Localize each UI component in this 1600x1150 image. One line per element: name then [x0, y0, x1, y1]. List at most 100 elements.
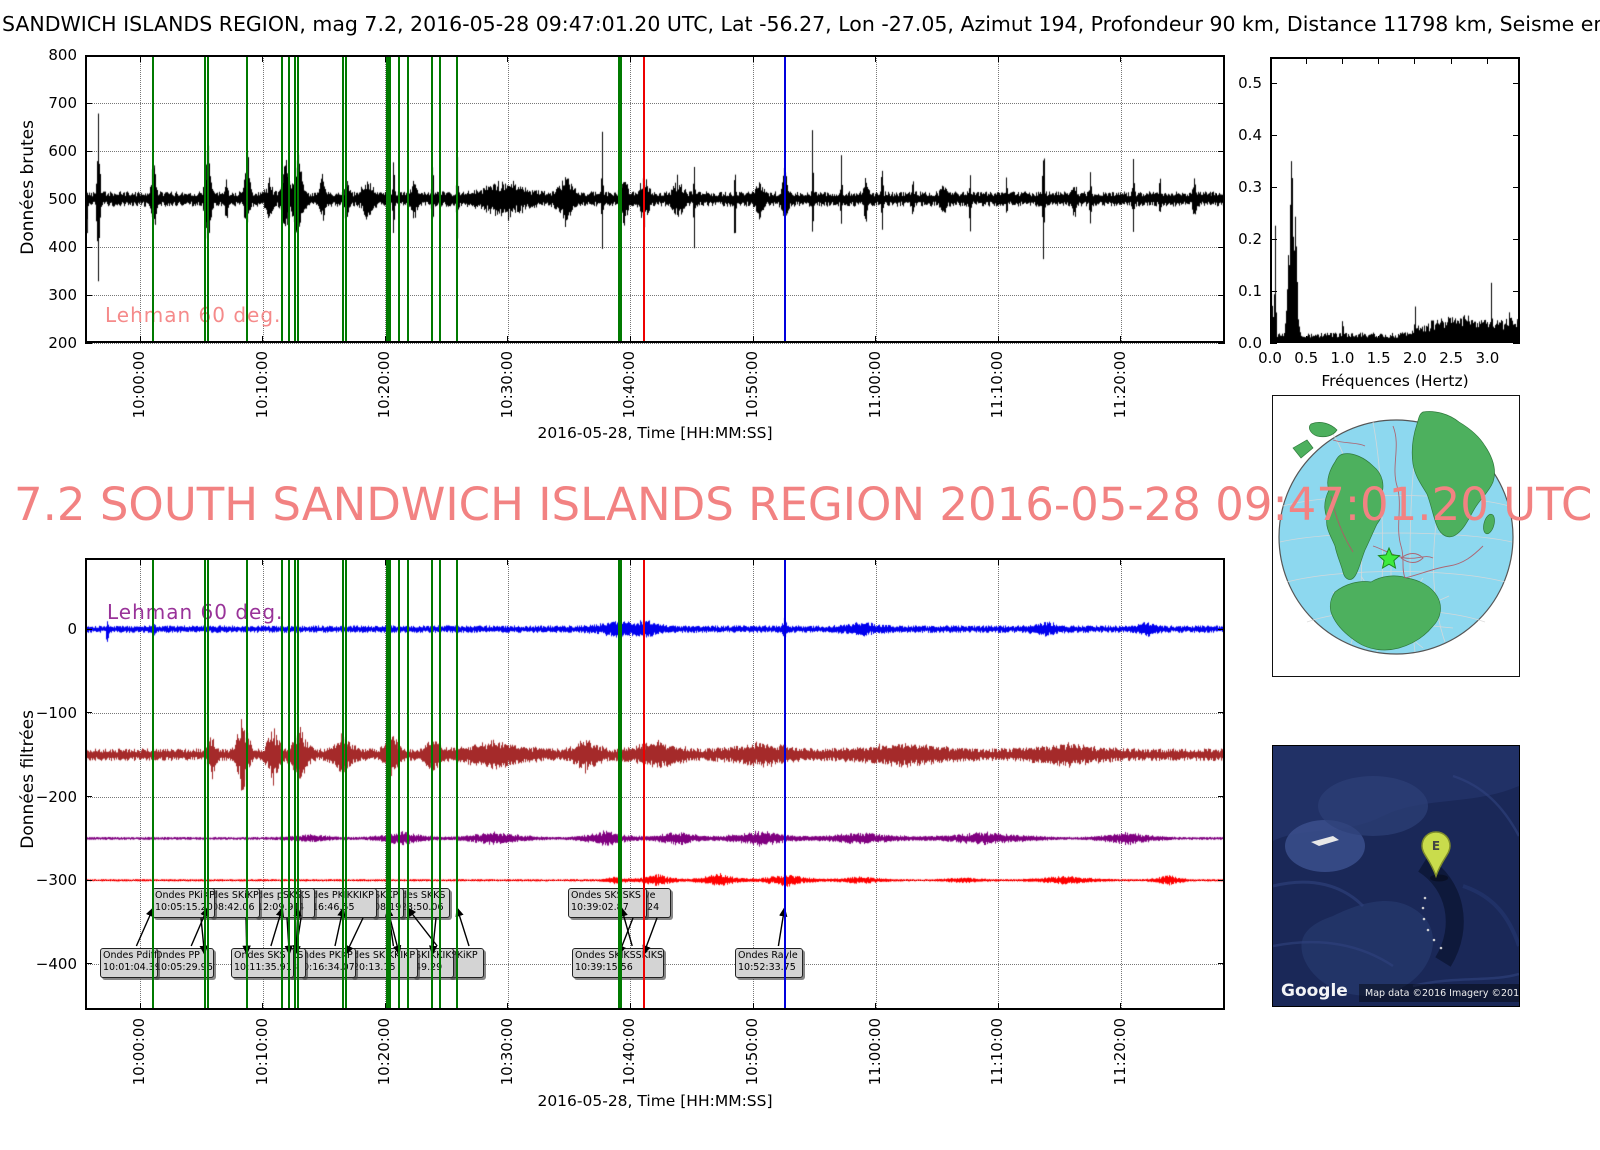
freq-x-tick-label: 2.0: [1402, 349, 1427, 367]
freq-y-tick-label: 0.5: [1238, 74, 1262, 92]
phase-arrow: [619, 906, 633, 947]
freq-x-tick-mark: [1486, 57, 1488, 64]
phase-marker-green: [294, 558, 297, 1010]
phase-marker-love-red: [642, 55, 645, 343]
freq-y-tick-label: 0.2: [1238, 230, 1262, 248]
y-tick-label: 500: [48, 190, 77, 208]
x-tick-mark: [507, 55, 509, 62]
x-tick-mark: [139, 1003, 141, 1010]
x-tick-mark: [262, 558, 264, 565]
phase-label-text: des pSKS: [257, 890, 301, 901]
x-tick-mark: [752, 336, 754, 343]
phase-marker-rayleigh-blue: [783, 558, 786, 1010]
x-tick-mark: [384, 336, 386, 343]
phase-marker-green: [387, 558, 391, 1010]
freq-x-tick-label: 3.0: [1475, 349, 1500, 367]
x-tick-label: 10:10:00: [252, 1018, 271, 1086]
pin-shadow: [1430, 874, 1448, 882]
station-label-raw: Lehman 60 deg.: [105, 303, 282, 327]
y-tick-label: 300: [48, 286, 77, 304]
phase-marker-green: [294, 55, 297, 343]
phase-arrow: [345, 917, 364, 956]
x-tick-mark: [1120, 336, 1122, 343]
x-tick-mark: [262, 336, 264, 343]
pin-label: E: [1432, 839, 1440, 853]
phase-label-text: Ondes SKS: [234, 950, 286, 961]
phase-marker-green: [296, 55, 299, 343]
x-tick-mark: [629, 336, 631, 343]
y-tick-label: −300: [35, 871, 77, 890]
freq-y-tick-mark: [1513, 82, 1520, 84]
phase-marker-green: [203, 55, 206, 343]
freq-x-tick-mark: [1378, 336, 1380, 343]
phase-marker-green: [620, 558, 623, 1010]
phase-marker-green: [439, 55, 442, 343]
location-map-svg: E Google Map data ©2016 Imagery ©2016 NA…: [1273, 746, 1519, 1006]
phase-arrow: [455, 906, 470, 947]
x-tick-mark: [875, 558, 877, 565]
freq-x-tick-mark: [1341, 57, 1343, 64]
freq-y-tick-mark: [1513, 342, 1520, 344]
phase-marker-green: [617, 55, 620, 343]
freq-y-tick-mark: [1270, 186, 1277, 188]
phase-label-text: 10:11:35.91: [234, 962, 292, 973]
phase-marker-rayleigh-blue: [783, 55, 786, 343]
x-tick-label: 10:30:00: [497, 1018, 516, 1086]
y-tick-mark: [1218, 102, 1225, 104]
y-tick-mark: [1218, 712, 1225, 714]
x-tick-mark: [262, 1003, 264, 1010]
x-tick-label: 11:00:00: [865, 351, 884, 419]
phase-label: Ondes Pdiff 10:01:04.39: [100, 948, 158, 978]
x-tick-mark: [752, 558, 754, 565]
phase-marker-green: [439, 558, 442, 1010]
freq-x-tick-mark: [1378, 57, 1380, 64]
phase-label-text: Ondes Pdiff: [103, 950, 158, 961]
freq-y-tick-mark: [1270, 342, 1277, 344]
x-tick-label: 10:20:00: [375, 351, 394, 419]
y-tick-mark: [85, 712, 92, 714]
x-tick-mark: [507, 558, 509, 565]
phase-label-text: des SKIKKIKP: [353, 950, 416, 961]
x-tick-mark: [1120, 55, 1122, 62]
y-tick-label: 400: [48, 238, 77, 256]
globe-svg: [1278, 411, 1514, 655]
x-tick-label: 10:40:00: [620, 1018, 639, 1086]
freq-x-tick-mark: [1450, 336, 1452, 343]
phase-label-text: 16:46.55: [312, 902, 355, 913]
phase-marker-green: [281, 55, 284, 343]
phase-marker-green: [398, 55, 401, 343]
phase-label-text: 49.29: [415, 962, 443, 973]
phase-marker-green: [456, 558, 459, 1010]
location-map: E Google Map data ©2016 Imagery ©2016 NA…: [1272, 745, 1520, 1007]
x-tick-mark: [384, 55, 386, 62]
phase-label-text: ve: [644, 890, 656, 901]
x-tick-mark: [139, 558, 141, 565]
phase-marker-green: [406, 558, 409, 1010]
phase-marker-green: [620, 55, 623, 343]
spectrum-trace: [1270, 57, 1520, 343]
freq-y-tick-mark: [1270, 134, 1277, 136]
x-tick-mark: [507, 1003, 509, 1010]
x-tick-mark: [875, 55, 877, 62]
phase-label-text: 10:05:15.20: [155, 902, 213, 913]
freq-x-tick-label: 1.5: [1366, 349, 1391, 367]
x-tick-mark: [139, 336, 141, 343]
phase-arrow: [642, 917, 658, 956]
phase-marker-green: [245, 558, 248, 1010]
figure-title: SANDWICH ISLANDS REGION, mag 7.2, 2016-0…: [2, 12, 1600, 36]
x-tick-mark: [384, 1003, 386, 1010]
y-tick-mark: [85, 246, 92, 248]
h-gridline: [85, 343, 1225, 344]
freq-y-tick-mark: [1513, 238, 1520, 240]
event-banner: 7.2 SOUTH SANDWICH ISLANDS REGION 2016-0…: [14, 478, 1593, 531]
x-tick-mark: [262, 55, 264, 62]
freq-x-tick-mark: [1414, 336, 1416, 343]
phase-label-text: 10:01:04.39: [103, 962, 158, 973]
map-bathymetry: [1273, 746, 1519, 996]
x-tick-mark: [997, 55, 999, 62]
phase-marker-green: [387, 55, 391, 343]
phase-marker-green: [431, 55, 434, 343]
filtered-ylabel: Données filtrées: [18, 710, 38, 849]
phase-label-text: Ondes PP: [155, 950, 200, 961]
phase-marker-green: [617, 558, 620, 1010]
